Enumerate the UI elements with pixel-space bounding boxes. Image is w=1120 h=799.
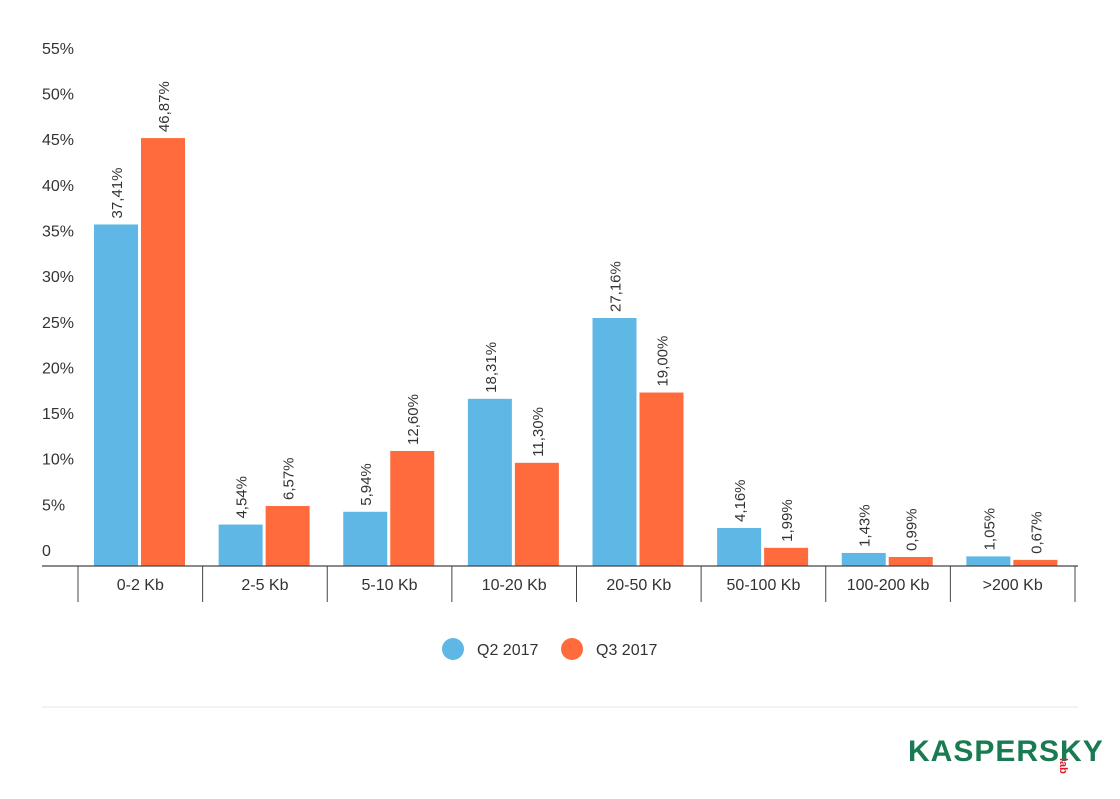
data-labels-group: 37,41% 46,87% 4,54% 6,57% 5,94% 12,60% 18,31% 1… [109, 81, 1045, 554]
x-category-label: 10-20 Kb [482, 577, 547, 594]
bar [218, 524, 263, 566]
bar [639, 392, 684, 566]
bar [467, 398, 512, 566]
x-category-label: 5-10 Kb [362, 577, 418, 594]
x-category-label: >200 Kb [983, 577, 1043, 594]
bar-value-label: 0,99% [904, 508, 921, 551]
logo-lab-text: lab [1057, 758, 1069, 774]
y-tick-label: 55% [42, 41, 74, 58]
legend-swatch [442, 638, 464, 660]
bar-value-label: 4,16% [732, 479, 749, 522]
x-category-label: 2-5 Kb [241, 577, 288, 594]
bar [343, 511, 388, 566]
y-tick-label: 15% [42, 406, 74, 423]
bar-value-label: 6,57% [281, 457, 298, 500]
bar-value-label: 11,30% [530, 407, 547, 457]
bar-value-label: 19,00% [655, 336, 672, 387]
y-tick-label: 5% [42, 497, 65, 514]
bar-value-label: 46,87% [156, 81, 173, 132]
bar [841, 552, 886, 566]
bar-value-label: 27,16% [608, 261, 625, 312]
x-axis: 0-2 Kb 2-5 Kb 5-10 Kb 10-20 Kb 20-50 Kb 50-10… [42, 565, 1078, 602]
bar [94, 224, 138, 566]
legend-swatch [561, 638, 583, 660]
y-tick-label: 10% [42, 452, 74, 469]
y-tick-label: 35% [42, 223, 74, 240]
bar [514, 462, 559, 566]
legend-label: Q2 2017 [477, 642, 538, 659]
y-tick-label: 30% [42, 269, 74, 286]
bar [717, 528, 762, 566]
x-category-label: 100-200 Kb [847, 577, 930, 594]
bar [1013, 559, 1058, 566]
bar-value-label: 37,41% [109, 168, 126, 219]
logo-text: KASPERSKY [908, 735, 1104, 768]
bar-value-label: 1,99% [779, 499, 796, 542]
legend: Q2 2017 Q3 2017 [442, 638, 657, 660]
bar-value-label: 1,43% [857, 504, 874, 547]
legend-label: Q3 2017 [596, 642, 657, 659]
bars-group [94, 138, 1058, 566]
bar [141, 138, 185, 566]
y-axis: 0 5% 10% 15% 20% 25% 30% 35% 40% 45% 50% 55% [42, 41, 74, 560]
bar-value-label: 4,54% [234, 476, 251, 519]
y-tick-label: 40% [42, 178, 74, 195]
bar [390, 450, 435, 566]
bar-value-label: 0,67% [1028, 511, 1045, 554]
kaspersky-logo: KASPERSKY lab [908, 735, 1104, 774]
y-tick-label: 45% [42, 132, 74, 149]
bar-value-label: 12,60% [405, 394, 422, 445]
bar [888, 556, 933, 566]
x-category-label: 0-2 Kb [117, 577, 164, 594]
y-tick-label: 20% [42, 360, 74, 377]
x-category-label: 50-100 Kb [727, 577, 801, 594]
bar-value-label: 5,94% [358, 463, 375, 506]
bar [265, 506, 310, 566]
bar [966, 556, 1011, 566]
bar [764, 547, 809, 566]
y-tick-label: 50% [42, 87, 74, 104]
y-tick-label: 0 [42, 543, 51, 560]
bar [592, 318, 637, 566]
y-tick-label: 25% [42, 315, 74, 332]
x-category-label: 20-50 Kb [606, 577, 671, 594]
bar-value-label: 18,31% [483, 342, 500, 393]
bar-value-label: 1,05% [981, 508, 998, 551]
